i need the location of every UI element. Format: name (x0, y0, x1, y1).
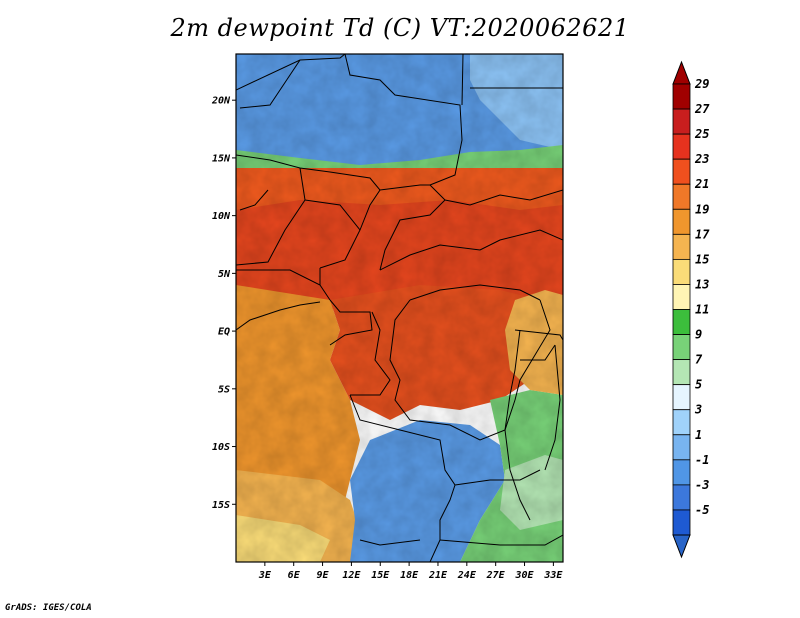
colorbar-label: 25 (694, 127, 709, 141)
colorbar-label: 7 (695, 353, 703, 367)
colorbar-label: 19 (695, 202, 709, 216)
lat-tick-label: 15S (212, 500, 230, 511)
colorbar-label: 15 (695, 252, 709, 266)
map-frame (235, 53, 564, 563)
lon-tick-label: 33E (543, 570, 563, 581)
colorbar-label: 9 (695, 328, 702, 342)
longitude-axis: 3E 6E 9E 12E 15E 18E 21E 24E 27E 30E 33E (258, 562, 563, 581)
colorbar-label: 5 (695, 378, 702, 392)
lat-tick-label: 10N (212, 211, 231, 222)
colorbar-swatch (672, 359, 691, 386)
colorbar-label: 23 (694, 152, 709, 166)
grads-credit: GrADS: IGES/COLA (5, 603, 92, 613)
country-borders (236, 54, 563, 562)
colorbar-swatch (672, 484, 691, 511)
lat-tick-label: 20N (211, 96, 231, 107)
colorbar-label: 13 (695, 277, 709, 291)
colorbar-swatch (672, 183, 691, 210)
colorbar-label: 21 (694, 177, 709, 191)
lat-tick-label: EQ (218, 327, 230, 338)
colorbar-label: -1 (695, 453, 709, 467)
colorbar-swatch (672, 409, 691, 436)
lat-tick-label: 5N (218, 269, 231, 280)
lon-tick-label: 9E (317, 570, 330, 581)
colorbar-top-arrow (672, 60, 691, 85)
colorbar-label: -3 (695, 478, 709, 492)
colorbar-label: 11 (695, 303, 709, 317)
colorbar-swatch (672, 83, 691, 110)
lon-tick-label: 24E (457, 570, 477, 581)
lon-tick-label: 12E (342, 570, 361, 581)
field-layer (236, 54, 563, 562)
colorbar-swatch (672, 133, 691, 160)
colorbar-swatch (672, 384, 691, 411)
lon-tick-label: 21E (428, 570, 448, 581)
colorbar-swatch (672, 459, 691, 486)
lat-tick-label: 5S (218, 384, 230, 395)
colorbar-swatch (672, 208, 691, 235)
lat-tick-label: 15N (212, 153, 231, 164)
lat-tick-label: 10S (212, 442, 230, 453)
colorbar-label: 1 (695, 428, 702, 442)
colorbar-label: 29 (694, 77, 709, 91)
lon-tick-label: 18E (400, 570, 419, 581)
colorbar-swatch (672, 434, 691, 461)
colorbar-label: 17 (695, 227, 710, 241)
colorbar-swatch (672, 258, 691, 285)
colorbar-swatch (672, 233, 691, 260)
map-title: 2m dewpoint Td (C) VT:2020062621 (170, 14, 630, 42)
colorbar: 29 27 25 23 21 19 17 15 13 11 9 7 5 3 1 -1 -3 -5 (672, 60, 710, 559)
lon-tick-label: 27E (486, 570, 506, 581)
colorbar-label: 27 (694, 102, 710, 116)
colorbar-label: 3 (694, 403, 702, 417)
colorbar-swatch (672, 284, 691, 310)
colorbar-swatch (672, 309, 691, 335)
colorbar-label: -5 (695, 503, 709, 517)
colorbar-swatch (672, 108, 691, 135)
lon-tick-label: 6E (288, 570, 301, 581)
colorbar-swatch (672, 334, 691, 361)
lon-tick-label: 3E (258, 570, 272, 581)
lon-tick-label: 30E (514, 570, 534, 581)
colorbar-swatch (672, 509, 691, 536)
latitude-axis: 20N 15N 10N 5N EQ 5S 10S 15S (211, 96, 236, 511)
colorbar-swatch (672, 158, 691, 185)
colorbar-bottom-arrow (672, 534, 691, 559)
lon-tick-label: 15E (371, 570, 390, 581)
